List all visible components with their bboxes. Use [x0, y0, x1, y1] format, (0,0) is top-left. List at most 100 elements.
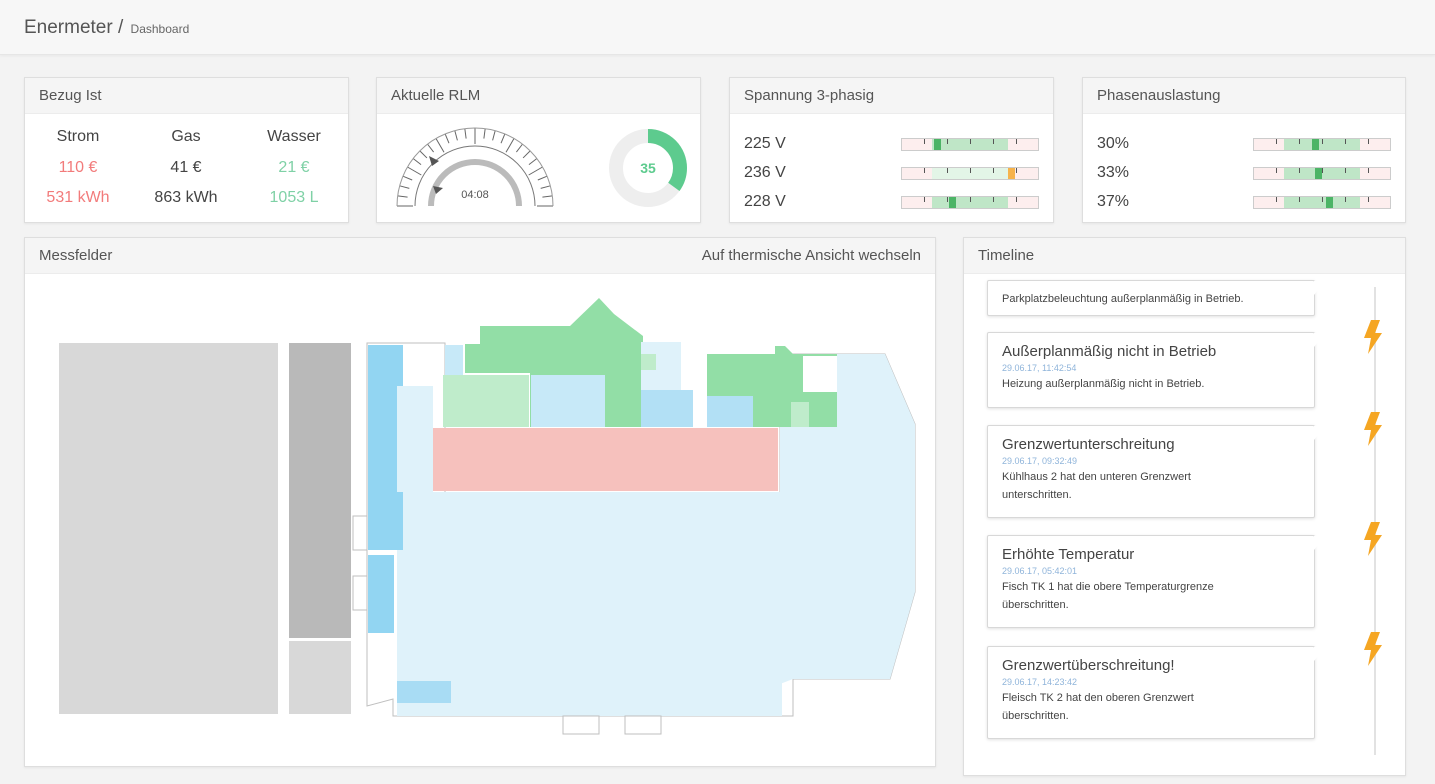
- field-green-small[interactable]: [641, 354, 656, 370]
- phasen-row: 33%: [1097, 164, 1391, 184]
- field-white-east[interactable]: [803, 356, 837, 392]
- phasen-bar: [1253, 167, 1391, 180]
- card-title: Aktuelle RLM: [391, 87, 481, 104]
- card-title: Bezug Ist: [39, 87, 102, 104]
- bar-tick: [970, 168, 971, 173]
- field-green-east-light[interactable]: [791, 402, 809, 427]
- gauge-tick: [427, 143, 435, 153]
- phasen-card: Phasenauslastung 30% 33% 37%: [1082, 77, 1406, 223]
- gauge-pointer-icon: [429, 156, 439, 166]
- brand-name[interactable]: Enermeter /: [24, 17, 124, 38]
- gauge-tick: [412, 158, 422, 166]
- timeline-item[interactable]: Grenzwertüberschreitung! 29.06.17, 14:23…: [987, 646, 1326, 739]
- bezug-label: Wasser: [267, 128, 321, 145]
- field-grey-dark[interactable]: [289, 343, 351, 638]
- top-bar: Enermeter / Dashboard: [0, 0, 1435, 55]
- bar-tick: [1016, 139, 1018, 144]
- field-blue-strip[interactable]: [397, 386, 433, 492]
- gauge-tick: [454, 130, 458, 141]
- gauge-tick: [540, 185, 551, 189]
- timeline-item-title: Erhöhte Temperatur: [1002, 546, 1135, 563]
- bar-tick: [1275, 197, 1277, 202]
- phasen-value: 30%: [1097, 135, 1130, 152]
- gauge-tick: [397, 195, 408, 198]
- thermal-view-toggle[interactable]: Auf thermische Ansicht wechseln: [701, 247, 921, 264]
- field-red-hall[interactable]: [433, 428, 778, 491]
- field-grey-large[interactable]: [59, 343, 278, 714]
- bezug-ist-header: Bezug Ist: [25, 78, 348, 114]
- timeline-item[interactable]: Grenzwertunterschreitung 29.06.17, 09:32…: [987, 425, 1326, 518]
- field-blue-mid-2[interactable]: [531, 408, 555, 427]
- timeline-item-time: 29.06.17, 11:42:54: [1002, 363, 1077, 373]
- gauge-tick: [444, 133, 450, 144]
- timeline-item-title: Grenzwertüberschreitung!: [1002, 657, 1175, 674]
- bar-tick: [993, 197, 995, 202]
- gauge-tick: [483, 128, 486, 139]
- bezug-cost: 41 €: [170, 159, 202, 176]
- timeline-item[interactable]: Außerplanmäßig nicht in Betrieb 29.06.17…: [987, 332, 1326, 408]
- gauge-tick: [515, 143, 523, 153]
- door: [352, 575, 368, 611]
- timeline-item-time: 29.06.17, 14:23:42: [1002, 677, 1078, 687]
- field-grey-small[interactable]: [289, 641, 351, 714]
- gauge-tick: [537, 175, 548, 181]
- bezug-label: Strom: [56, 128, 100, 145]
- bar-tick: [1016, 168, 1018, 173]
- bar-tick: [1016, 197, 1018, 202]
- field-green-light[interactable]: [443, 375, 529, 427]
- gauge-tick: [402, 175, 413, 181]
- bezug-amount: 863 kWh: [154, 189, 218, 206]
- timeline-item[interactable]: Erhöhte Temperatur 29.06.17, 05:42:01 Fi…: [987, 535, 1326, 628]
- bezug-ist-card: Bezug Ist Strom 110 € 531 kWh Gas 41 € 8…: [24, 77, 349, 223]
- timeline-item-text: Kühlhaus 2 hat den unteren Grenzwert unt…: [1002, 471, 1191, 501]
- timeline-item-text: Fisch TK 1 hat die obere Temperaturgrenz…: [1002, 581, 1214, 611]
- field-main-hall[interactable]: [397, 492, 782, 716]
- bar-tick: [1298, 197, 1300, 202]
- timeline-item-title: Außerplanmäßig nicht in Betrieb: [1002, 343, 1217, 360]
- bezug-cost: 110 €: [58, 159, 98, 176]
- phasen-bar: [1253, 138, 1391, 151]
- phasen-bar: [1253, 196, 1391, 209]
- timeline-item-time: 29.06.17, 05:42:01: [1002, 566, 1078, 576]
- timeline-item-time: 29.06.17, 09:32:49: [1002, 456, 1078, 466]
- spannung-row: 228 V: [744, 193, 1039, 213]
- gauge-outer-arc: [396, 127, 554, 207]
- bezug-cost: 21 €: [278, 159, 310, 176]
- bar-indicator: [1314, 168, 1322, 179]
- lightning-icon: [1364, 522, 1382, 556]
- field-blue-notch[interactable]: [445, 345, 463, 375]
- phasen-row: 30%: [1097, 135, 1391, 155]
- spannung-value: 236 V: [744, 164, 786, 181]
- spannung-value: 228 V: [744, 193, 786, 210]
- bar-tick: [1275, 168, 1277, 173]
- card-title: Messfelder: [39, 247, 113, 264]
- rlm-card: Aktuelle RLM 04:08 35: [376, 77, 701, 223]
- timeline-line: [1374, 287, 1376, 755]
- field-blue-east[interactable]: [707, 396, 753, 427]
- bar-indicator: [1325, 197, 1333, 208]
- field-blue-west-2[interactable]: [368, 555, 394, 633]
- bar-tick: [970, 197, 971, 202]
- bar-tick: [923, 168, 925, 173]
- bezug-amount: 1053 L: [269, 189, 319, 206]
- field-blue-south[interactable]: [397, 681, 451, 703]
- gauge-tick: [464, 128, 467, 139]
- bar-tick: [1345, 197, 1347, 202]
- bezug-amount: 531 kWh: [46, 189, 110, 206]
- bar-tick: [970, 139, 971, 144]
- gauge-tick: [407, 166, 422, 176]
- field-blue-mid-3[interactable]: [641, 390, 693, 427]
- bar-tick: [1345, 168, 1347, 173]
- timeline-item-text: Fleisch TK 2 hat den oberen Grenzwert üb…: [1002, 692, 1194, 722]
- spannung-card: Spannung 3-phasig 225 V 236 V 228 V: [729, 77, 1054, 223]
- bar-tick: [1298, 168, 1300, 173]
- gauge-tick: [542, 195, 553, 198]
- gauge-tick: [399, 185, 410, 189]
- breadcrumb-dashboard[interactable]: Dashboard: [130, 22, 190, 36]
- timeline-item-partial[interactable]: Parkplatzbeleuchtung außerplanmäßig in B…: [987, 280, 1326, 316]
- gauge-tick: [435, 138, 445, 153]
- bar-indicator: [949, 197, 957, 208]
- spannung-bar: [901, 167, 1039, 180]
- field-east-wing[interactable]: [780, 354, 915, 684]
- timeline-item-title: Grenzwertunterschreitung: [1002, 436, 1175, 453]
